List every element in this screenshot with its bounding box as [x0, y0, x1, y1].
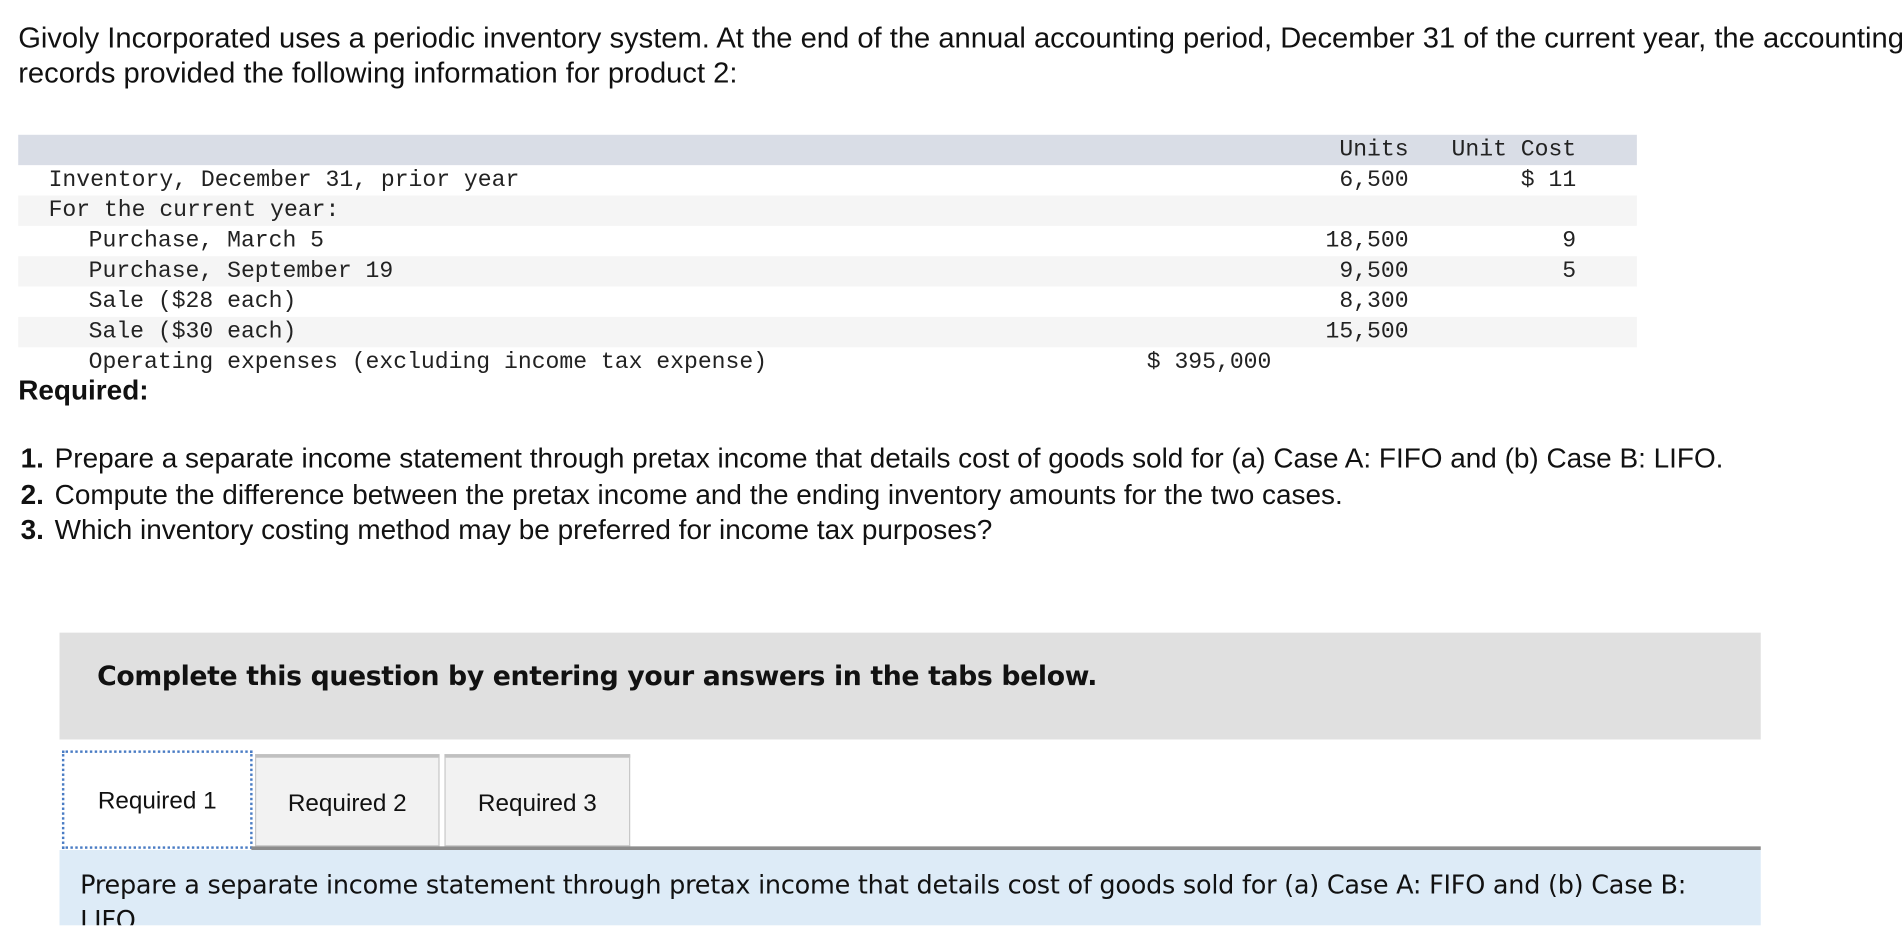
requirements-list: 1. Prepare a separate income statement th… [21, 441, 1852, 548]
table-row: For the current year: [18, 195, 1637, 226]
table-row: Sale ($28 each) 8,300 [18, 287, 1637, 317]
instruction-box: Complete this question by entering your … [59, 632, 1761, 740]
row-units: 15,500 [1325, 318, 1409, 345]
table-header: Units Unit Cost [18, 134, 1637, 166]
requirement-number: 2. [20, 477, 44, 510]
table-row: Operating expenses (excluding income tax… [18, 347, 1637, 377]
required-heading: Required: [18, 374, 149, 406]
unit-cost-header: Unit Cost [1451, 136, 1577, 163]
row-units: 18,500 [1325, 227, 1409, 254]
requirement-text: Which inventory costing method may be pr… [54, 513, 993, 546]
tab-required-2[interactable]: Required 2 [255, 754, 440, 847]
row-label: For the current year: [48, 196, 340, 224]
row-units: 6,500 [1339, 166, 1409, 194]
row-unit-cost: 5 [1562, 257, 1577, 285]
row-label: Sale ($28 each) [88, 287, 297, 315]
row-amount: $ 395,000 [1146, 348, 1272, 376]
row-unit-cost: 9 [1562, 227, 1577, 254]
table-row: Purchase, March 5 18,500 9 [18, 226, 1637, 256]
requirement-text: Compute the difference between the preta… [54, 477, 1343, 510]
tab-required-3[interactable]: Required 3 [444, 754, 631, 847]
requirement-text: Prepare a separate income statement thro… [54, 442, 1724, 474]
row-label: Purchase, March 5 [88, 227, 325, 254]
table-row: Inventory, December 31, prior year 6,500… [18, 165, 1637, 195]
intro-text: Givoly Incorporated uses a periodic inve… [18, 21, 1904, 90]
row-label: Inventory, December 31, prior year [48, 166, 520, 194]
requirement-item: 1. Prepare a separate income statement th… [21, 441, 1852, 477]
row-units: 8,300 [1339, 287, 1409, 315]
tab-panel: Prepare a separate income statement thro… [59, 850, 1761, 926]
panel-instruction: Prepare a separate income statement thro… [80, 870, 1687, 926]
row-label: Operating expenses (excluding income tax… [88, 348, 768, 376]
row-units: 9,500 [1339, 257, 1409, 285]
units-header: Units [1339, 136, 1409, 163]
instruction-text: Complete this question by entering your … [97, 661, 1098, 693]
requirement-number: 1. [20, 442, 44, 474]
table-row: Purchase, September 19 9,500 5 [18, 256, 1637, 287]
inventory-table: Units Unit Cost Inventory, December 31, … [18, 134, 1637, 378]
row-label: Sale ($30 each) [88, 318, 297, 345]
tab-divider [251, 846, 1761, 851]
requirement-item: 3. Which inventory costing method may be … [21, 512, 1852, 548]
row-label: Purchase, September 19 [88, 257, 394, 285]
table-row: Sale ($30 each) 15,500 [18, 316, 1637, 348]
requirement-number: 3. [20, 513, 44, 546]
row-unit-cost: $ 11 [1520, 166, 1577, 194]
tab-required-1[interactable]: Required 1 [61, 750, 253, 849]
requirement-item: 2. Compute the difference between the pre… [21, 477, 1852, 513]
